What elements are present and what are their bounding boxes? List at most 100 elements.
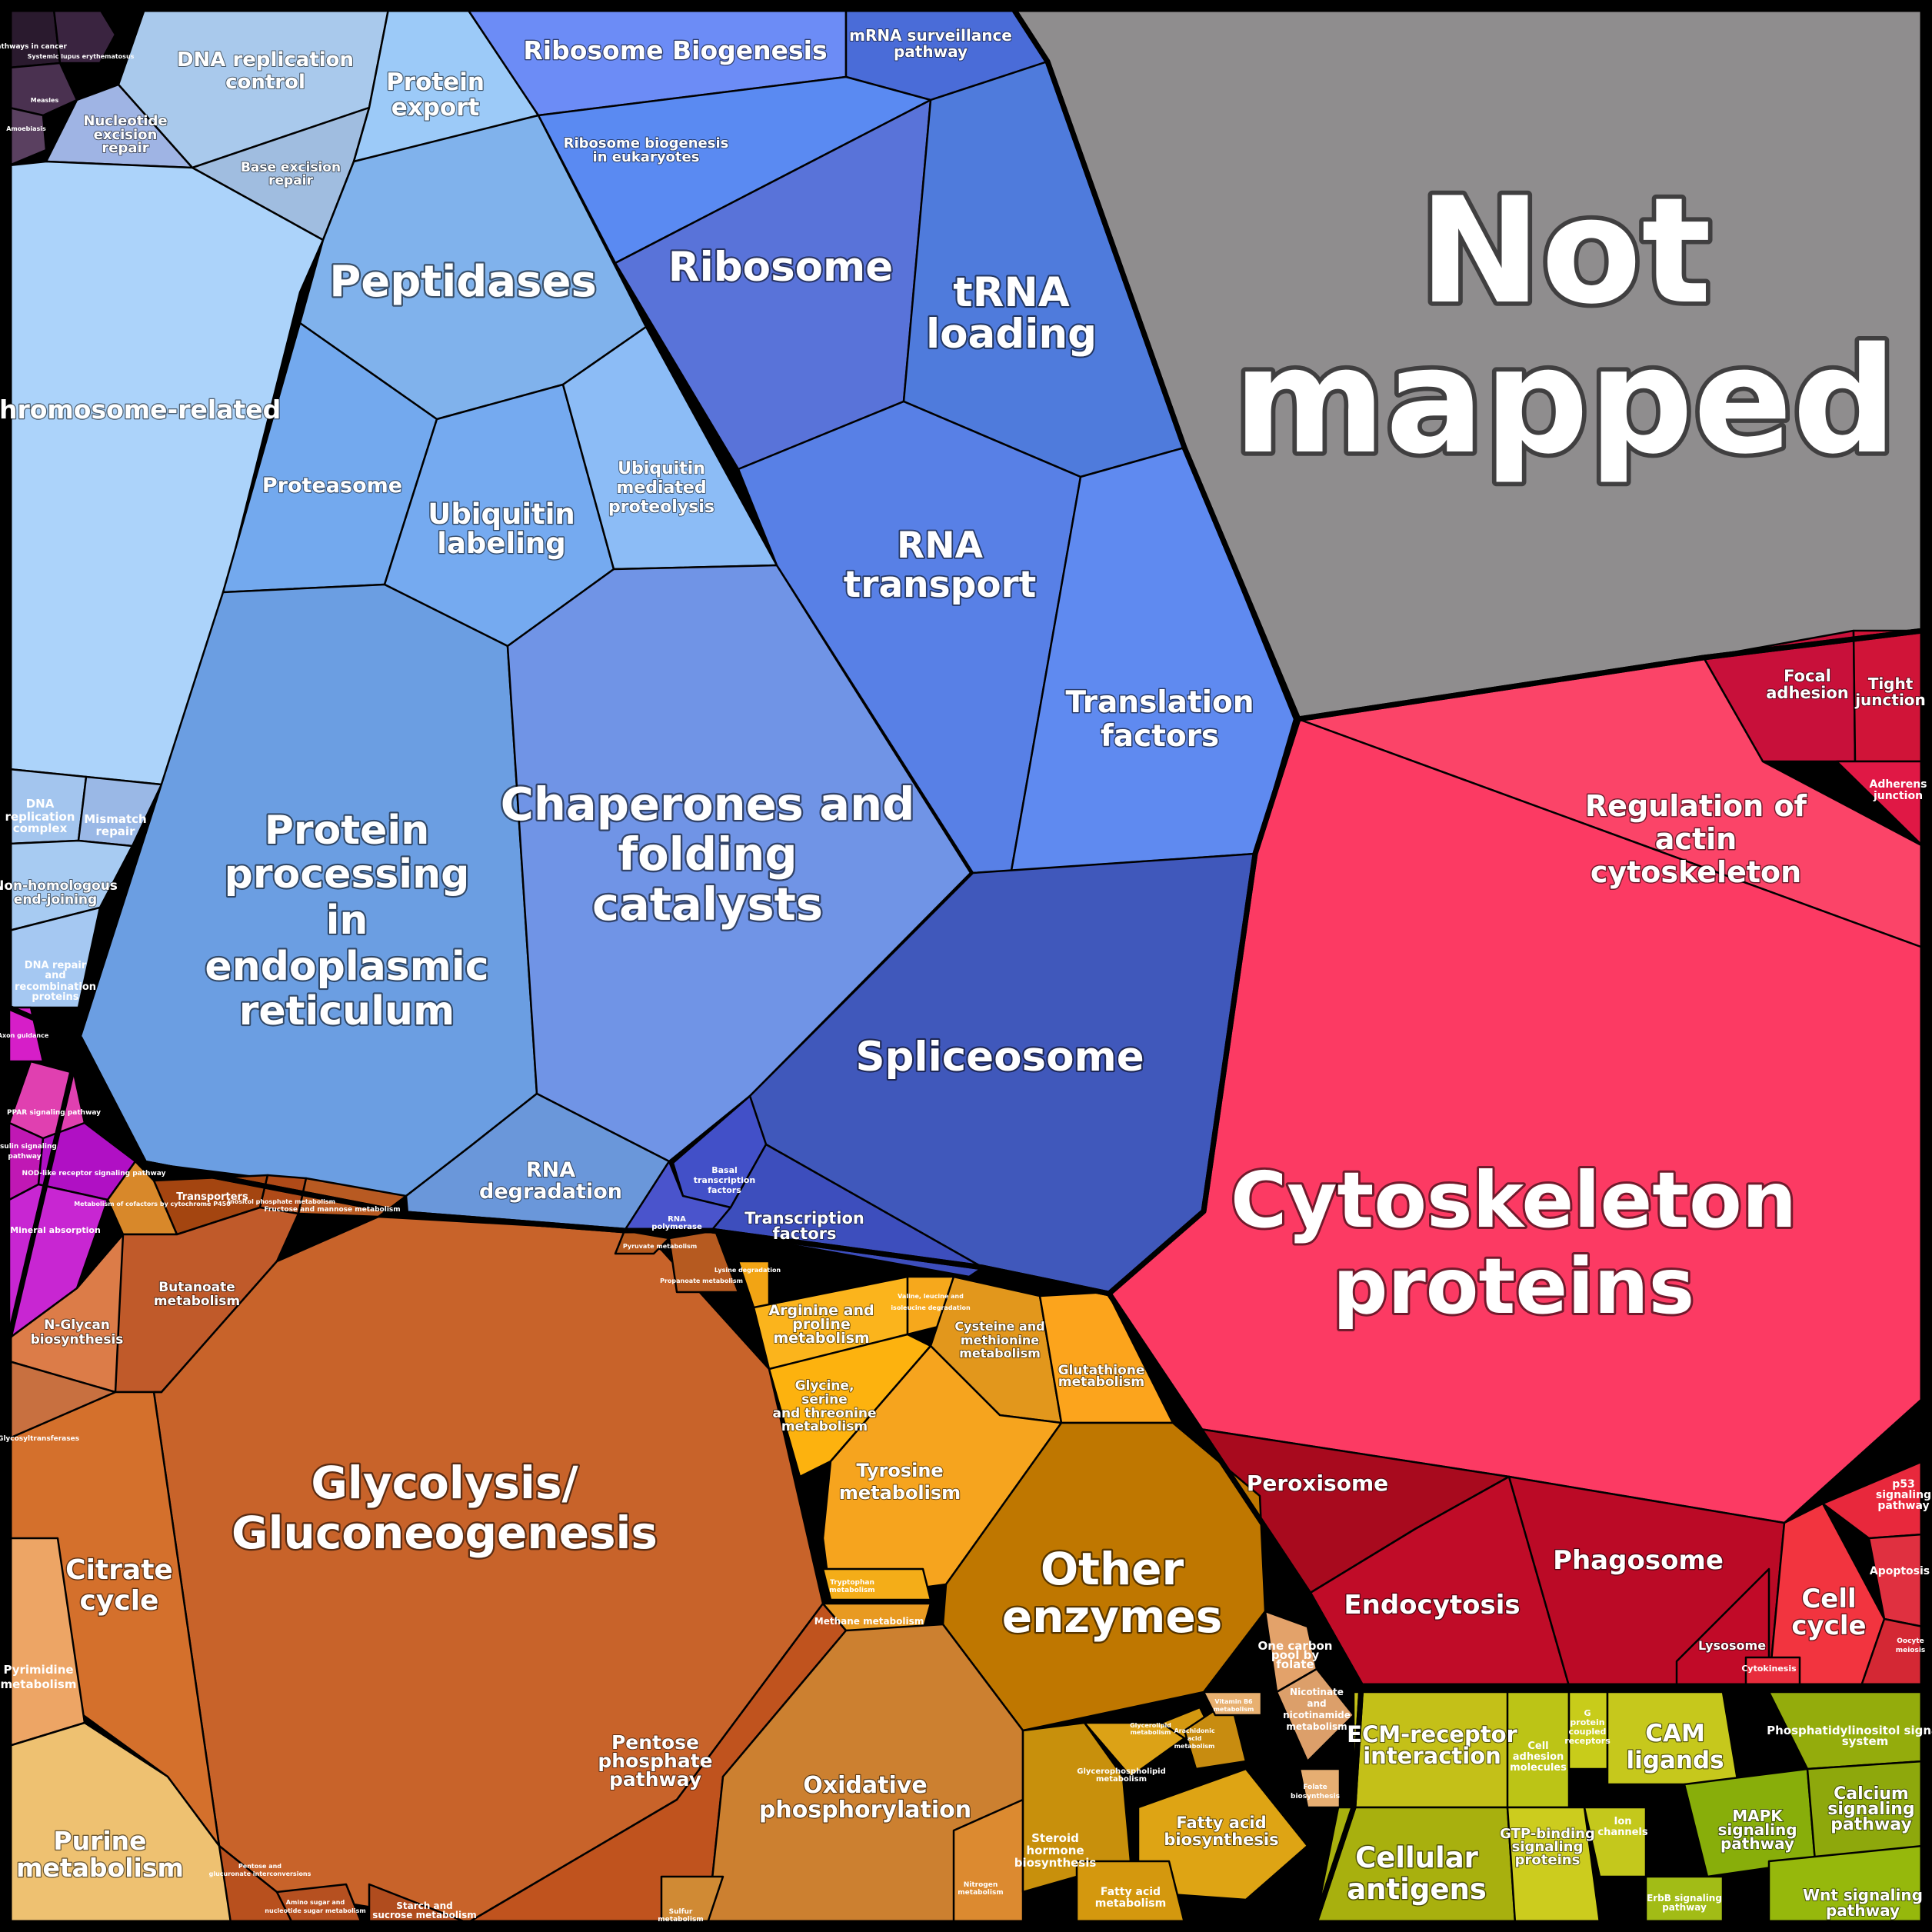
label-phagosome: Phagosome (1553, 1545, 1724, 1576)
label-apoptosis: Apoptosis (1870, 1565, 1930, 1577)
label-inositol-phosphate: Inositol phosphate metabolism (228, 1198, 335, 1205)
label-ribosome-biogenesis-euk: Ribosome biogenesis in eukaryotes (564, 135, 729, 165)
label-one-carbon: One carbon pool by folate (1258, 1639, 1333, 1671)
label-measles: Measles (31, 97, 59, 104)
label-wnt-signaling: Wnt signaling pathway (1803, 1886, 1923, 1920)
cell-axon-guidance (8, 1006, 45, 1063)
label-steroid-hormone: Steroid hormone biosynthesis (1014, 1831, 1097, 1870)
label-cytokinesis: Cytokinesis (1741, 1664, 1797, 1674)
label-protein-processing-er: Protein processing in endoplasmic reticulum (205, 808, 488, 1034)
label-methane: Methane metabolism (814, 1616, 924, 1627)
label-ribosome-biogenesis: Ribosome Biogenesis (523, 35, 827, 65)
label-gtp-binding: GTP-binding signaling proteins (1500, 1826, 1595, 1868)
group-label-not-mapped: Not mapped (1233, 166, 1897, 486)
label-nucleotide-excision-repair: Nucleotide excision repair (83, 113, 167, 156)
label-base-excision-repair: Base excision repair (241, 160, 341, 188)
label-p53-signaling: p53 signaling pathway (1876, 1478, 1931, 1512)
label-amoebiasis: Amoebiasis (6, 125, 46, 132)
label-glycerolipid: Glycerolipid metabolism (1130, 1722, 1171, 1736)
label-glycolysis: Glycolysis/Gluconeogenesis (232, 1457, 658, 1559)
label-tight-junction: Tight junction (1854, 675, 1926, 709)
label-vitamin-b6: Vitamin B6 metabolism (1214, 1698, 1254, 1713)
label-pyrimidine: Pyrimidine metabolism (1, 1663, 77, 1691)
outline-green (1312, 1683, 1926, 1926)
label-ubiquitin-labeling: Ubiquitin labeling (428, 498, 575, 560)
label-pentose-glucuronate: Pentose and glucuronate interconversions (209, 1863, 311, 1877)
label-dna-replication-control: DNA replication control (177, 48, 354, 94)
label-citrate-cycle: Citrate cycle (65, 1554, 173, 1617)
label-rna-degradation: RNA degradation (479, 1158, 622, 1204)
label-transcription-factors: Transcription factors (744, 1209, 864, 1243)
label-dna-repair-proteins: DNA repair and recombination proteins (15, 960, 96, 1003)
label-propanoate: Propanoate metabolism (660, 1277, 743, 1284)
label-rna-transport: RNA transport (844, 525, 1036, 606)
cell-steroid-hormone (1021, 1721, 1132, 1894)
label-chaperones: Chaperones and folding catalysts (501, 778, 915, 931)
label-lysine-degradation: Lysine degradation (715, 1267, 781, 1274)
group-label-cytoskeleton: Cytoskeleton proteins (1231, 1155, 1797, 1331)
label-cam-ligands: CAM ligands (1626, 1720, 1724, 1774)
label-proteasome: Proteasome (262, 474, 402, 498)
label-tryptophan: Tryptophan metabolism (829, 1579, 874, 1594)
cell-vitamin-b6 (1202, 1690, 1263, 1717)
label-nhej: Non-homologous end-joining (0, 878, 118, 908)
label-pathways-in-cancer: Pathways in cancer (0, 43, 68, 51)
label-amino-sugar: Amino sugar and nucleotide sugar metaboli… (265, 1899, 365, 1914)
label-cysteine-methionine: Cysteine and methionine metabolism (954, 1319, 1044, 1361)
label-arachidonic: Arachidonic acid metabolism (1174, 1727, 1214, 1750)
cell-transcription-factors (710, 1143, 984, 1278)
label-nicotinate: Nicotinate and nicotinamide metabolism (1283, 1687, 1351, 1732)
label-oocyte-meiosis: Oocyte meiosis (1896, 1637, 1926, 1654)
label-n-glycan: N-Glycan biosynthesis (31, 1317, 124, 1347)
cell-pyruvate (614, 1229, 671, 1255)
label-starch-sucrose: Starch and sucrose metabolism (372, 1900, 477, 1920)
label-axon-guidance: Axon guidance (0, 1032, 49, 1039)
label-ion-channels: Ion channels (1597, 1816, 1648, 1838)
label-mismatch-repair: Mismatch repair (84, 812, 147, 838)
label-adherens-junction: Adherens junction (1869, 778, 1927, 802)
label-valine-leucine: Valine, leucine and isoleucine degradatio… (891, 1293, 971, 1311)
label-cell-adhesion-molecules: Cell adhesion molecules (1510, 1740, 1567, 1774)
label-erbb-signaling: ErbB signaling pathway (1647, 1893, 1722, 1913)
label-other-enzymes: Other enzymes (1002, 1543, 1223, 1643)
label-fatty-acid-metabolism: Fatty acid metabolism (1095, 1886, 1166, 1910)
label-ppar-signaling: PPAR signaling pathway (7, 1109, 101, 1117)
label-folate-biosynthesis: Folate biosynthesis (1291, 1784, 1340, 1800)
label-fatty-acid-biosynthesis: Fatty acid biosynthesis (1164, 1814, 1278, 1849)
label-systemic-lupus: Systemic lupus erythematosus (28, 53, 135, 60)
label-mrna-surveillance: mRNA surveillance pathway (849, 26, 1012, 61)
label-ribosome: Ribosome (668, 244, 893, 291)
label-ecm-receptor: ECM-receptor interaction (1347, 1721, 1517, 1769)
label-purine: Purine metabolism (16, 1826, 184, 1883)
label-trna-loading: tRNA loading (926, 269, 1097, 358)
label-chromosome-related: Chromosome-related (0, 395, 281, 425)
label-metabolism-cofactors: Metabolism of cofactors by cytochrome P4… (74, 1201, 231, 1208)
label-pentose-phosphate: Pentose phosphate pathway (598, 1731, 712, 1790)
label-cell-cycle: Cell cycle (1791, 1584, 1866, 1641)
label-cellular-antigens: Cellular antigens (1347, 1841, 1487, 1906)
label-lysosome: Lysosome (1698, 1638, 1766, 1653)
label-spliceosome: Spliceosome (855, 1034, 1144, 1081)
label-butanoate: Butanoate metabolism (154, 1280, 240, 1309)
label-nod-like: NOD-like receptor signaling pathway (22, 1170, 166, 1178)
label-mapk-signaling: MAPK signaling pathway (1717, 1807, 1797, 1853)
label-dna-replication-complex: DNA replication complex (5, 797, 75, 835)
label-sulfur: Sulfur metabolism (658, 1908, 703, 1924)
label-calcium-signaling: Calcium signaling pathway (1827, 1784, 1914, 1834)
label-transporters: Transporters (176, 1191, 248, 1203)
label-translation-factors: Translation factors (1065, 685, 1254, 754)
label-phosphatidylinositol: Phosphatidylinositol signalingsystem (1767, 1724, 1932, 1748)
label-basal-tf: Basal transcription factors (694, 1165, 756, 1195)
label-rna-polymerase: RNA polymerase (651, 1215, 702, 1231)
label-peptidases: Peptidases (329, 257, 597, 307)
label-protein-export: Protein export (386, 68, 485, 122)
label-glutathione: Glutathione metabolism (1058, 1363, 1145, 1390)
label-peroxisome: Peroxisome (1247, 1471, 1388, 1496)
label-oxidative-phosphorylation: Oxidative phosphorylation (759, 1772, 971, 1824)
label-focal-adhesion: Focal adhesion (1766, 667, 1848, 702)
label-ubiquitin-proteolysis: Ubiquitin mediated proteolysis (608, 459, 715, 517)
